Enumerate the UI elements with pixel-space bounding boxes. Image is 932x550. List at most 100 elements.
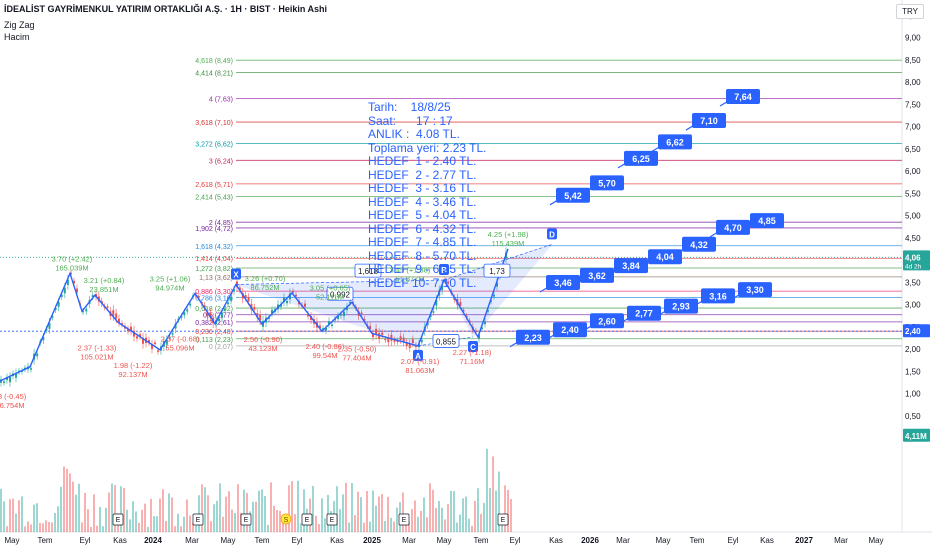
pattern-bd-line (443, 244, 553, 281)
volume-bar (15, 513, 17, 532)
volume-bar (123, 487, 125, 532)
target-middle-label: 3,84 (622, 261, 640, 271)
earnings-marker-label: E (330, 517, 335, 524)
fib-level-label: 2 (4,85) (209, 220, 233, 227)
target-middle-box (546, 275, 580, 291)
candle-body (112, 310, 115, 317)
volume-bar (162, 489, 164, 532)
currency-button[interactable]: TRY (896, 4, 924, 19)
volume-bar (51, 522, 53, 532)
volume-bar (186, 499, 188, 532)
time-axis-tick: Kas (330, 536, 344, 545)
note-line: Toplama yeri: 2.23 TL. (368, 140, 487, 155)
time-axis-tick: Tem (689, 536, 704, 545)
fib-level-label: 0,113 (2,23) (196, 337, 233, 344)
note-line: HEDEF 8 - 5.70 TL. (368, 248, 477, 263)
volume-bar (237, 484, 239, 532)
zigzag-indicator-label[interactable]: Zig Zag (4, 20, 35, 30)
candle-body (280, 304, 282, 307)
pattern-point-label: B (441, 266, 447, 275)
volume-bar (207, 495, 209, 532)
candle-body (174, 323, 177, 329)
candle-body (414, 345, 417, 348)
volume-bar (144, 503, 146, 532)
target-upper-label: 6,62 (666, 137, 684, 147)
volume-bar (357, 491, 359, 532)
candle-body (224, 308, 226, 311)
candle-body (462, 310, 465, 312)
volume-bar (348, 522, 350, 532)
candle-body (481, 327, 483, 329)
volume-bar (96, 525, 98, 532)
volume-bar (114, 485, 116, 532)
target-lower-box (553, 322, 587, 338)
volume-bar (384, 520, 386, 532)
target-middle-label: 4,70 (724, 223, 742, 233)
price-axis-tick: 3,50 (905, 278, 921, 287)
candle-body (106, 306, 109, 308)
volume-bar (30, 524, 32, 532)
candle-body (139, 334, 141, 337)
candle-body (66, 279, 69, 285)
target-lower-label: 2,40 (561, 325, 579, 335)
symbol-title: İDEALİST GAYRİMENKUL YATIRIM ORTAKLIĞI A… (4, 4, 328, 14)
fib-level-label: 3 (6,24) (209, 158, 233, 165)
note-line: Saat: 17 : 17 (368, 113, 453, 128)
candle-body (154, 342, 156, 345)
volume-bar (0, 488, 2, 532)
volume-bar (183, 516, 185, 532)
candle-body (411, 339, 414, 343)
candle-body (381, 332, 384, 336)
volume-bar (201, 484, 203, 532)
target-middle-label: 3,46 (554, 278, 572, 288)
candle-body (493, 294, 495, 297)
pattern-point-b: B (439, 264, 449, 276)
time-axis-tick: May (436, 536, 451, 545)
volume-bar (75, 494, 77, 532)
candle-body (396, 340, 399, 343)
candle-body (484, 321, 486, 325)
volume-bar (126, 509, 128, 532)
pattern-point-x: X (231, 268, 241, 280)
candle-body (405, 342, 408, 346)
zigzag-volume: 55.096M (165, 344, 194, 353)
target-upper-label: 7,10 (700, 116, 718, 126)
target-middle-box (648, 249, 682, 265)
price-axis-tick: 4,50 (905, 234, 921, 243)
candle-body (447, 281, 450, 284)
pattern-point-box (547, 228, 557, 240)
volume-bar (219, 483, 221, 532)
volume-bar (285, 520, 287, 532)
candle-body (402, 337, 405, 342)
volume-indicator-label[interactable]: Hacim (4, 32, 30, 42)
volume-bar (468, 518, 470, 532)
candle-body (54, 307, 57, 310)
price-axis-tick: 5,50 (905, 189, 921, 198)
zigzag-volume: 23.851M (89, 285, 118, 294)
candle-body (384, 338, 387, 341)
pattern-point-a: A (413, 349, 423, 361)
candle-body (171, 333, 174, 335)
fib-level-label: 1,13 (3,62) (199, 275, 233, 282)
time-axis-tick: Mar (402, 536, 416, 545)
candle-body (292, 291, 294, 293)
zigzag-label: 1.98 (-1.22) (114, 361, 153, 370)
volume-bar (252, 501, 254, 532)
price-axis-tick: 7,00 (905, 123, 921, 132)
zigzag-label: 3.26 (+0.70) (245, 274, 286, 283)
candle-body (183, 312, 186, 316)
target-middle-label: 3,62 (588, 271, 606, 281)
volume-bar (195, 525, 197, 532)
target-upper-box (726, 89, 760, 105)
candle-body (487, 310, 489, 312)
volume-bar (279, 510, 281, 532)
volume-bar (177, 513, 179, 532)
fib-level-label: 0,5 (2,77) (203, 313, 233, 320)
time-axis-tick: 2027 (795, 536, 813, 545)
zigzag-volume: 115.439M (492, 239, 525, 248)
volume-bar (42, 523, 44, 532)
fib-level-label: 2,618 (5,71) (195, 182, 233, 189)
target-upper-box (624, 150, 658, 166)
